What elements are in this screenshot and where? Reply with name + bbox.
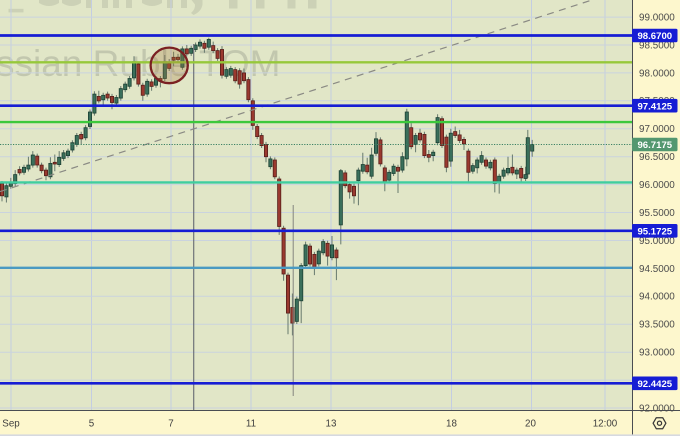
svg-text:97.0000: 97.0000	[639, 124, 675, 135]
svg-text:98.0000: 98.0000	[639, 68, 675, 79]
svg-text:13: 13	[326, 419, 337, 430]
svg-text:98.6700: 98.6700	[637, 31, 672, 42]
svg-text:96.5000: 96.5000	[639, 152, 675, 163]
svg-text:97.4125: 97.4125	[637, 101, 672, 112]
svg-text:93.0000: 93.0000	[639, 348, 675, 359]
svg-text:92.0000: 92.0000	[639, 403, 675, 414]
svg-text:18: 18	[446, 419, 457, 430]
svg-text:94.5000: 94.5000	[639, 264, 675, 275]
svg-text:96.0000: 96.0000	[639, 180, 675, 191]
svg-text:95.0000: 95.0000	[639, 236, 675, 247]
svg-text:95.1725: 95.1725	[637, 226, 672, 237]
svg-text:98.5000: 98.5000	[639, 40, 675, 51]
svg-text:99.0000: 99.0000	[639, 13, 675, 24]
svg-text:11: 11	[246, 419, 256, 430]
svg-text:7: 7	[168, 419, 173, 430]
svg-text:93.5000: 93.5000	[639, 320, 675, 331]
svg-text:Sep: Sep	[2, 419, 20, 430]
svg-text:5: 5	[89, 419, 95, 430]
svg-text:92.4425: 92.4425	[637, 379, 672, 390]
svg-text:12:00: 12:00	[593, 419, 618, 430]
svg-text:20: 20	[525, 419, 536, 430]
svg-text:94.0000: 94.0000	[639, 292, 675, 303]
svg-text:96.7175: 96.7175	[637, 140, 672, 151]
svg-text:95.5000: 95.5000	[639, 208, 675, 219]
